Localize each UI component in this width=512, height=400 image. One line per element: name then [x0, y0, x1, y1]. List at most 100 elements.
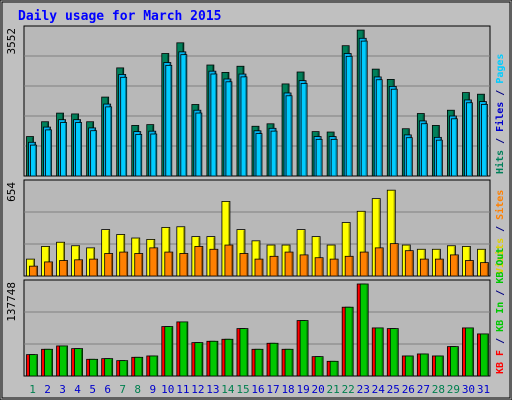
x-tick-label: 3 — [59, 383, 66, 396]
bar-pages — [120, 76, 128, 177]
bar-sites — [269, 255, 279, 277]
bar-sites — [239, 253, 249, 277]
bar-kbin — [419, 353, 429, 377]
bar-kbin — [314, 356, 324, 377]
panel-2: 654 Visits / Sites — [5, 179, 506, 277]
bar-kbin — [29, 354, 38, 377]
x-tick-label: 14 — [221, 383, 235, 396]
bar-kbin — [299, 320, 309, 377]
x-tick-label: 9 — [149, 383, 156, 396]
bar-pages — [135, 134, 143, 177]
bar-sites — [389, 243, 399, 277]
bar-kbin — [374, 327, 384, 377]
legend-segment: Files — [494, 102, 506, 132]
bar-sites — [59, 260, 68, 277]
gridlines — [24, 311, 490, 345]
bars — [26, 29, 488, 177]
bar-sites — [119, 251, 129, 277]
bar-pages — [225, 81, 233, 177]
bar-sites — [44, 261, 53, 277]
bar-pages — [210, 73, 218, 177]
legend-segment: Pages — [495, 54, 506, 84]
bar-pages — [150, 133, 158, 177]
x-tick-label: 11 — [176, 383, 189, 396]
bar-kbin — [254, 348, 264, 377]
bar-pages — [345, 55, 353, 177]
legend-segment: / — [495, 132, 506, 150]
bar-sites — [434, 258, 444, 277]
bar-kbin — [329, 360, 339, 377]
x-tick-label: 7 — [119, 383, 126, 396]
x-tick-label: 13 — [206, 383, 219, 396]
bar-sites — [329, 258, 339, 277]
bar-sites — [314, 257, 324, 277]
legend-label: Hits / Files / Pages — [494, 54, 506, 174]
panel-1: 3552 Hits / Files / Pages — [5, 25, 506, 177]
bar-sites — [209, 248, 219, 277]
bar-sites — [404, 250, 414, 277]
bar-sites — [134, 253, 144, 277]
bar-kbin — [179, 321, 189, 377]
x-tick-label: 4 — [74, 383, 81, 396]
bar-pages — [390, 88, 398, 177]
bar-kbin — [194, 342, 204, 377]
bar-pages — [405, 137, 413, 177]
x-tick-label: 21 — [327, 383, 340, 396]
bar-pages — [270, 130, 278, 177]
bar-sites — [359, 251, 369, 277]
bar-pages — [180, 54, 188, 177]
bar-kbin — [344, 306, 354, 377]
bar-kbin — [359, 283, 369, 377]
bar-kbin — [284, 348, 294, 377]
bar-kbin — [389, 328, 399, 377]
x-tick-label: 5 — [89, 383, 96, 396]
y-max-label: 137748 — [5, 282, 18, 322]
legend-segment: / — [495, 220, 506, 238]
x-tick-label: 1 — [29, 383, 36, 396]
x-tick-label: 23 — [357, 383, 370, 396]
bar-sites — [465, 260, 474, 277]
bar-pages — [300, 83, 308, 177]
bars — [26, 283, 489, 377]
x-tick-label: 17 — [266, 383, 279, 396]
panels-group: 3552 Hits / Files / Pages 654 Visits / Site… — [5, 25, 506, 377]
bar-pages — [360, 40, 368, 177]
bar-kbin — [59, 345, 68, 377]
bar-kbin — [224, 338, 234, 377]
y-max-label: 3552 — [5, 28, 18, 55]
legend-segment: KB In — [495, 302, 506, 332]
bar-kbin — [119, 360, 129, 377]
x-tick-label: 31 — [477, 383, 490, 396]
y-max-label: 654 — [5, 182, 18, 202]
legend-segment: KB Out — [495, 248, 506, 284]
bar-pages — [105, 106, 113, 177]
bar-kbin — [74, 348, 83, 377]
bar-pages — [451, 118, 458, 177]
x-tick-label: 26 — [402, 383, 415, 396]
bar-kbin — [149, 355, 159, 377]
bar-kbin — [450, 346, 459, 377]
x-tick-label: 16 — [251, 383, 264, 396]
bar-pages — [30, 144, 37, 177]
bar-pages — [45, 129, 52, 177]
x-tick-label: 25 — [387, 383, 400, 396]
bar-pages — [165, 64, 173, 177]
x-tick-label: 10 — [161, 383, 174, 396]
bar-kbin — [89, 358, 99, 377]
legend-segment: / — [495, 284, 506, 302]
bar-sites — [254, 258, 264, 277]
bar-sites — [284, 251, 294, 277]
x-tick-label: 20 — [312, 383, 325, 396]
bar-sites — [89, 258, 99, 277]
bar-kbin — [404, 355, 414, 377]
legend-segment: / — [495, 84, 506, 102]
bar-pages — [435, 139, 443, 177]
x-tick-label: 27 — [417, 383, 430, 396]
bar-pages — [240, 76, 248, 177]
bar-sites — [374, 247, 384, 277]
bar-kbin — [134, 356, 144, 377]
bar-pages — [481, 104, 488, 177]
bar-sites — [74, 259, 83, 277]
x-tick-label: 30 — [462, 383, 475, 396]
